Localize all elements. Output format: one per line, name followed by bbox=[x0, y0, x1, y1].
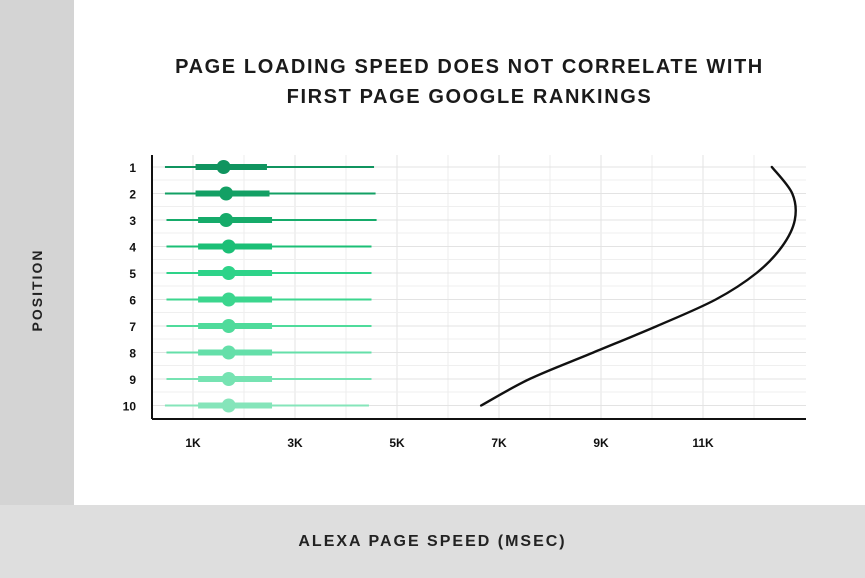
y-tick-label: 3 bbox=[129, 214, 136, 228]
x-tick-label: 7K bbox=[491, 436, 507, 450]
median-dot bbox=[221, 292, 236, 307]
median-dot bbox=[219, 213, 234, 227]
x-tick-label: 3K bbox=[287, 436, 303, 450]
y-tick-label: 5 bbox=[129, 267, 136, 281]
y-tick-label: 2 bbox=[129, 188, 136, 202]
x-tick-label: 9K bbox=[593, 436, 609, 450]
y-tick-label: 7 bbox=[129, 320, 136, 334]
median-dot bbox=[221, 372, 236, 386]
y-tick-label: 9 bbox=[129, 373, 136, 387]
median-dot bbox=[221, 398, 236, 413]
y-tick-label: 10 bbox=[123, 400, 137, 414]
median-dot bbox=[221, 319, 236, 333]
y-tick-label: 1 bbox=[129, 161, 136, 175]
x-tick-label: 11K bbox=[692, 436, 714, 450]
x-tick-label: 1K bbox=[185, 436, 201, 450]
left-band bbox=[0, 0, 74, 505]
bottom-band bbox=[0, 505, 865, 578]
chart: 1 2 3 4 5 6 7 8 9 10 1K 3K 5K 7K 9K 11K bbox=[123, 155, 806, 450]
x-tick-label: 5K bbox=[389, 436, 405, 450]
median-dot bbox=[221, 345, 236, 360]
median-dot bbox=[216, 160, 231, 174]
chart-title-line-2: FIRST PAGE GOOGLE RANKINGS bbox=[286, 86, 653, 108]
median-dot bbox=[221, 266, 236, 280]
y-tick-label: 8 bbox=[129, 347, 136, 361]
chart-title-line-1: PAGE LOADING SPEED DOES NOT CORRELATE WI… bbox=[175, 56, 764, 78]
median-dot bbox=[219, 186, 234, 201]
chart-title: PAGE LOADING SPEED DOES NOT CORRELATE WI… bbox=[74, 52, 865, 112]
y-tick-label: 4 bbox=[129, 241, 136, 255]
x-axis-label: ALEXA PAGE SPEED (MSEC) bbox=[298, 533, 567, 550]
median-dot bbox=[221, 239, 236, 254]
trend-curve bbox=[479, 165, 797, 407]
y-tick-label: 6 bbox=[129, 294, 136, 308]
